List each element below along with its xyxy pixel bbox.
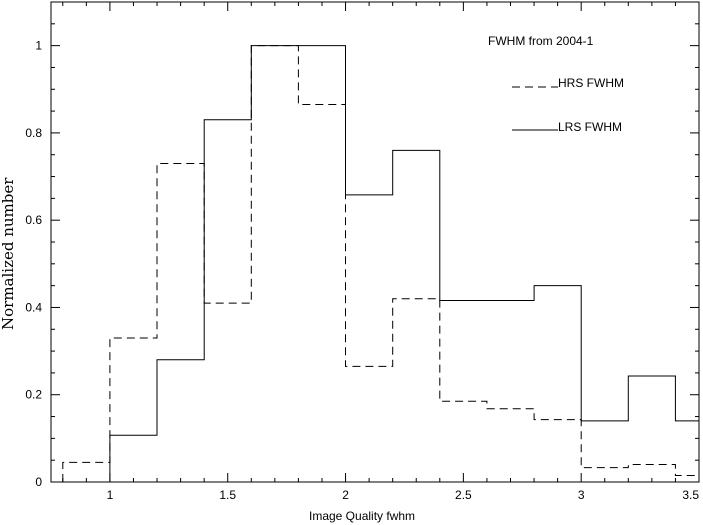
x-tick-label: 1 [107,488,114,502]
y-tick-label: 0.8 [25,126,42,140]
y-tick-label: 1 [35,39,42,53]
chart-annotation: FWHM from 2004-1 [488,34,594,48]
series-hrs-line [62,45,699,482]
axis-ticks [51,2,700,483]
y-tick-label: 0 [35,475,42,489]
legend-label-lrs: LRS FWHM [558,120,622,134]
x-tick-label: 3.5 [682,488,699,502]
y-tick-labels: 0 0.2 0.4 0.6 0.8 1 [25,39,42,489]
x-axis-title: Image Quality fwhm [309,509,415,523]
x-tick-label: 2.5 [455,488,472,502]
x-tick-label: 3 [578,488,585,502]
plot-frame [50,1,700,483]
series-layer [62,45,699,482]
legend: HRS FWHM LRS FWHM [512,76,624,134]
series-lrs-line [109,45,699,482]
y-tick-label: 0.2 [25,388,42,402]
y-axis-title: Normalized number [0,177,17,330]
y-tick-label: 0.6 [25,213,42,227]
x-tick-labels: 1 1.5 2 2.5 3 3.5 [107,488,700,502]
y-tick-label: 0.4 [25,300,42,314]
legend-label-hrs: HRS FWHM [558,76,624,90]
x-tick-label: 1.5 [219,488,236,502]
x-tick-label: 2 [342,488,349,502]
